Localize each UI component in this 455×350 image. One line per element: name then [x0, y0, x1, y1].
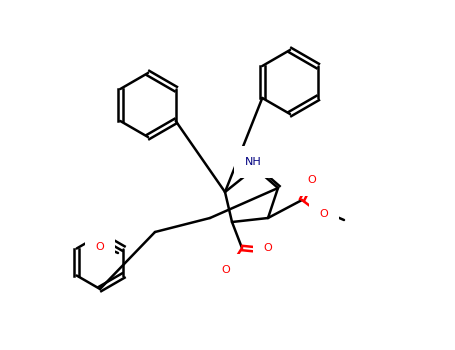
Text: O: O — [96, 242, 104, 252]
Text: O: O — [319, 209, 329, 219]
Text: NH: NH — [245, 157, 261, 167]
Text: O: O — [222, 265, 230, 275]
Text: O: O — [263, 243, 273, 253]
Text: O: O — [308, 175, 316, 185]
